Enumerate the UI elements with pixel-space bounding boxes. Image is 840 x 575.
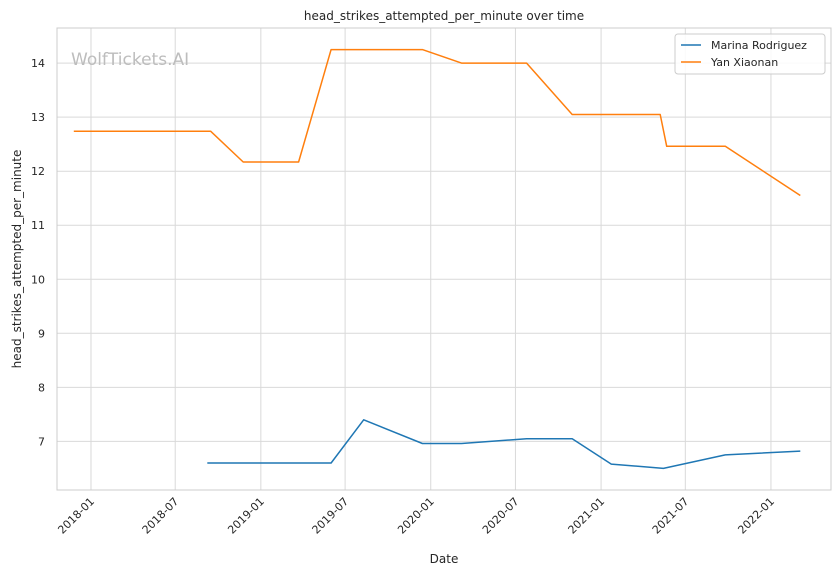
series-lines bbox=[73, 48, 801, 470]
series-line-1 bbox=[207, 419, 801, 470]
x-tick-label: 2020-01 bbox=[395, 495, 437, 537]
y-axis-label: head_strikes_attempted_per_minute bbox=[10, 150, 24, 369]
grid bbox=[57, 28, 831, 490]
x-tick-label: 2019-01 bbox=[225, 495, 267, 537]
x-tick-label: 2022-01 bbox=[735, 495, 777, 537]
y-tick-label: 13 bbox=[31, 111, 45, 124]
y-tick-label: 10 bbox=[31, 273, 45, 286]
legend: Marina Rodriguez Yan Xiaonan bbox=[674, 33, 826, 75]
y-axis-ticks: 7 8 9 10 11 12 13 14 bbox=[31, 57, 45, 448]
chart-title: head_strikes_attempted_per_minute over t… bbox=[304, 9, 584, 23]
y-tick-label: 11 bbox=[31, 219, 45, 232]
y-tick-label: 9 bbox=[38, 327, 45, 340]
plot-frame bbox=[56, 27, 832, 491]
x-tick-label: 2021-01 bbox=[566, 495, 608, 537]
x-tick-label: 2019-07 bbox=[310, 495, 352, 537]
series-line-2 bbox=[73, 48, 801, 197]
legend-box bbox=[674, 33, 826, 75]
x-axis-label: Date bbox=[430, 552, 459, 566]
y-tick-label: 8 bbox=[38, 381, 45, 394]
legend-label: Marina Rodriguez bbox=[711, 39, 807, 52]
x-tick-label: 2018-07 bbox=[140, 495, 182, 537]
watermark: WolfTickets.AI bbox=[71, 50, 189, 70]
x-tick-label: 2020-07 bbox=[480, 495, 522, 537]
x-tick-label: 2018-01 bbox=[55, 495, 97, 537]
y-tick-label: 12 bbox=[31, 165, 45, 178]
x-tick-label: 2021-07 bbox=[650, 495, 692, 537]
y-tick-label: 14 bbox=[31, 57, 45, 70]
y-tick-label: 7 bbox=[38, 435, 45, 448]
x-axis-ticks: 2018-01 2018-07 2019-01 2019-07 2020-01 2020-… bbox=[55, 495, 777, 537]
legend-label: Yan Xiaonan bbox=[710, 56, 778, 69]
